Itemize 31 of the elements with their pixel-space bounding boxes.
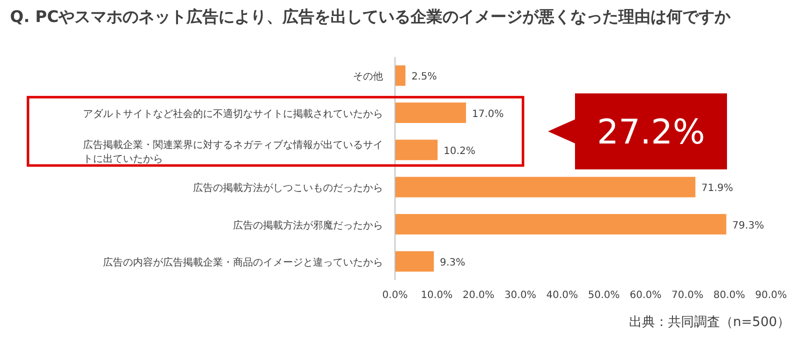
x-tick-label: 90.0%: [755, 290, 787, 301]
bar: [395, 102, 466, 123]
y-tick-label: 広告掲載企業・関連業界に対するネガティブな情報が出ているサイトに出ていたから: [83, 138, 383, 165]
data-label: 10.2%: [444, 146, 476, 157]
data-label: 17.0%: [472, 108, 504, 120]
chart-title: Q. PCやスマホのネット広告により、広告を出している企業のイメージが悪くなった理由は何ですか: [10, 7, 732, 26]
bar: [395, 176, 696, 198]
x-tick-label: 10.0%: [420, 290, 453, 301]
y-tick-label: アダルトサイトなど社会的に不適切なサイトに掲載されていたから: [83, 108, 383, 120]
source-note: 出典：共同調査（n=500）: [629, 315, 790, 330]
data-label: 2.5%: [411, 72, 437, 83]
x-tick-label: 50.0%: [588, 290, 620, 301]
data-label: 9.3%: [440, 257, 466, 268]
bar: [395, 65, 406, 86]
bar: [395, 251, 434, 272]
annotation: 27.2%: [596, 112, 706, 152]
x-tick-label: 80.0%: [713, 290, 746, 301]
y-tick-label: その他: [353, 70, 383, 83]
y-tick-label: 広告の掲載方法が邪魔だったから: [233, 219, 383, 232]
x-tick-label: 20.0%: [462, 290, 494, 301]
x-tick-label: 40.0%: [546, 290, 578, 301]
x-tick-label: 70.0%: [672, 290, 704, 301]
data-label: 79.3%: [732, 220, 764, 232]
x-tick-label: 0.0%: [382, 290, 408, 301]
x-tick-label: 60.0%: [630, 290, 662, 301]
y-tick-label: 広告の掲載方法がしつこいものだったから: [193, 182, 383, 194]
y-tick-label: 広告の内容が広告掲載企業・商品のイメージと違っていたから: [103, 256, 383, 268]
data-label: 71.9%: [701, 183, 734, 194]
bar: [395, 214, 726, 234]
x-tick-label: 30.0%: [504, 290, 536, 301]
bar: [395, 140, 438, 160]
